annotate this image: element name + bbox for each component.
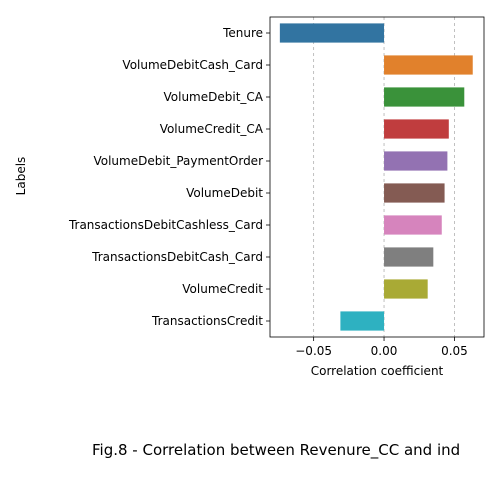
y-tick-label: TransactionsDebitCash_Card bbox=[91, 250, 263, 264]
bar-TransactionsCredit bbox=[340, 311, 385, 331]
axes bbox=[269, 16, 485, 338]
x-tick-label: 0.00 bbox=[371, 344, 398, 358]
y-tick-labels: Tenure VolumeDebitCash_Card VolumeDebit_CA… bbox=[68, 26, 270, 328]
figure-caption: Fig.8 - Correlation between Revenure_CC … bbox=[92, 441, 460, 460]
y-tick-label: VolumeDebit_PaymentOrder bbox=[93, 154, 263, 168]
plot-frame bbox=[269, 16, 485, 338]
bars bbox=[279, 23, 473, 331]
bar-VolumeDebit bbox=[384, 183, 445, 203]
y-tick-label: TransactionsCredit bbox=[151, 314, 263, 328]
x-tick-label: −0.05 bbox=[295, 344, 332, 358]
bar-TransactionsDebitCash_Card bbox=[384, 247, 434, 267]
bar-Tenure bbox=[279, 23, 385, 43]
y-tick-label: VolumeDebit_CA bbox=[164, 90, 264, 104]
bar-VolumeCredit_CA bbox=[384, 119, 449, 139]
x-axis-label: Correlation coefficient bbox=[311, 364, 444, 378]
y-tick-label: VolumeCredit_CA bbox=[160, 122, 264, 136]
x-tick-labels: −0.05 0.00 0.05 bbox=[295, 337, 468, 358]
bar-VolumeCredit bbox=[384, 279, 428, 299]
bar-VolumeDebit_CA bbox=[384, 87, 465, 107]
bar-TransactionsDebitCashless_Card bbox=[384, 215, 442, 235]
y-tick-label: Tenure bbox=[222, 26, 263, 40]
y-tick-label: VolumeDebitCash_Card bbox=[122, 58, 263, 72]
bar-VolumeDebitCash_Card bbox=[384, 55, 473, 75]
x-tick-label: 0.05 bbox=[441, 344, 468, 358]
y-axis-label: Labels bbox=[14, 157, 28, 196]
y-tick-label: VolumeCredit bbox=[182, 282, 263, 296]
y-tick-label: TransactionsDebitCashless_Card bbox=[68, 218, 263, 232]
y-tick-label: VolumeDebit bbox=[186, 186, 263, 200]
bar-VolumeDebit_PaymentOrder bbox=[384, 151, 448, 171]
